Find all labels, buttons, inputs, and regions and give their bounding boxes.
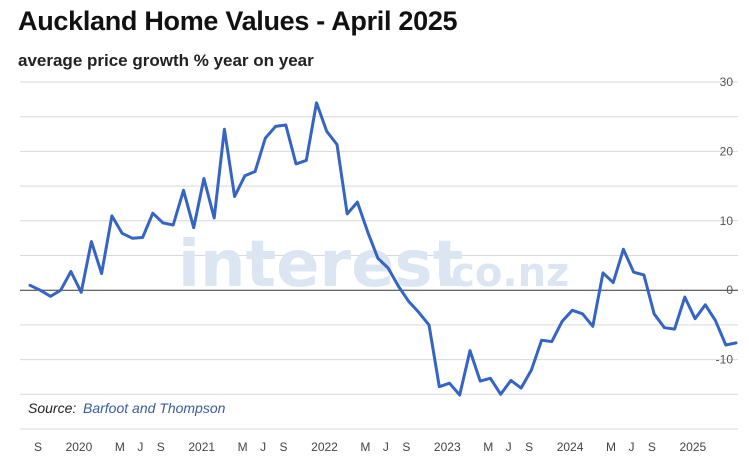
x-tick-label: S [525,440,533,454]
watermark-main: interest [178,228,463,302]
x-tick-label: 2025 [679,440,706,454]
x-tick-label: S [157,440,165,454]
x-tick-label: M [483,440,493,454]
x-axis-ticks: S 2020 M J S 2021 M J S 2022 M J S 2023 M J S 2024 M J S 2025 [34,440,707,454]
x-tick-label: J [137,440,143,454]
chart-subtitle: average price growth % year on year [18,51,314,70]
x-tick-label: J [383,440,389,454]
x-tick-label: 2023 [434,440,461,454]
watermark-suffix: .co.nz [436,250,569,296]
y-tick-label: 10 [720,214,734,228]
x-tick-label: 2024 [557,440,584,454]
source-name: Barfoot and Thompson [83,400,226,416]
x-tick-label: M [238,440,248,454]
grid-layer [20,81,738,430]
x-tick-label: 2020 [66,440,93,454]
source-label: Source: [28,400,76,416]
x-tick-label: 2022 [311,440,338,454]
x-tick-label: S [34,440,42,454]
x-tick-label: S [280,440,288,454]
x-tick-label: J [628,440,634,454]
y-tick-label: 30 [720,75,734,89]
x-tick-label: J [506,440,512,454]
x-tick-label: J [260,440,266,454]
x-tick-label: M [606,440,616,454]
x-tick-label: M [360,440,370,454]
series-layer [28,101,738,397]
chart-title: Auckland Home Values - April 2025 [18,6,458,36]
y-tick-label: 20 [720,144,734,158]
series-line [28,101,738,397]
x-tick-label: M [115,440,125,454]
y-axis-ticks: 30 20 10 0 -10 [716,75,734,367]
x-tick-label: 2021 [188,440,215,454]
y-tick-label: -10 [716,353,734,367]
x-tick-label: S [402,440,410,454]
x-tick-label: S [648,440,656,454]
watermark: interest .co.nz [178,228,569,302]
y-tick-label: 0 [726,283,733,297]
source-note: Source: Barfoot and Thompson [28,400,226,416]
